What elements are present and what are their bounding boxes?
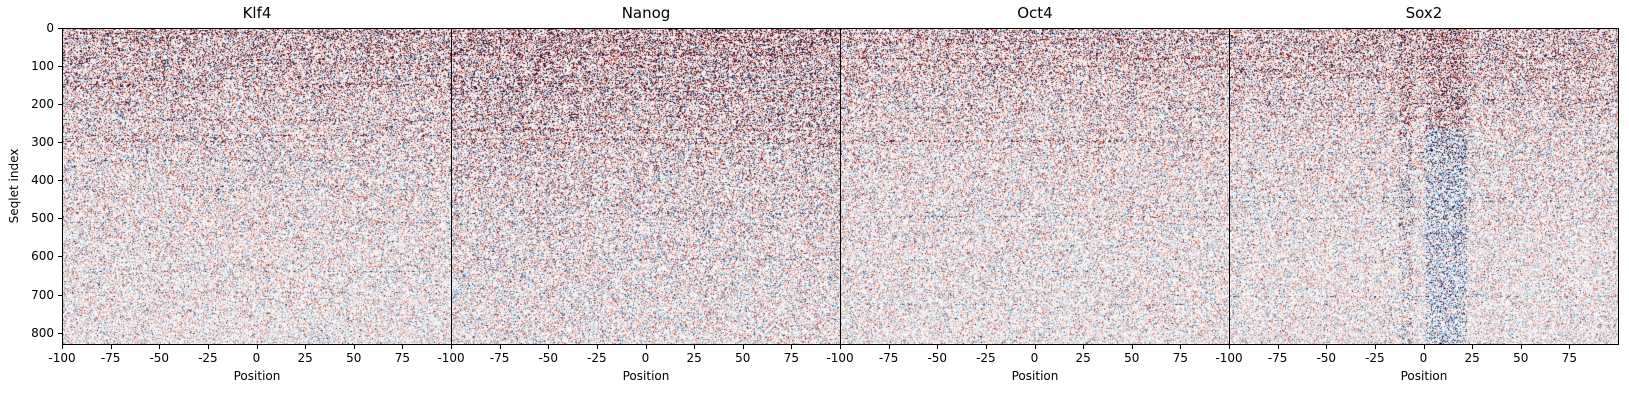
- x-tick-mark: [937, 345, 939, 349]
- panel-nanog: [451, 28, 841, 345]
- x-tick-label: -50: [1316, 351, 1337, 365]
- panel-oct4: [840, 28, 1230, 345]
- y-tick-label: 200: [31, 97, 54, 112]
- heatmap-canvas-nanog: [452, 29, 840, 344]
- x-axis-label: Position: [1400, 369, 1448, 383]
- y-tick-label: 300: [31, 135, 54, 150]
- x-tick-label: 50: [735, 351, 751, 365]
- y-tick-label: 100: [31, 59, 54, 74]
- x-tick-mark: [305, 345, 307, 349]
- panel-title: Oct4: [1017, 4, 1053, 22]
- y-tick-label: 600: [31, 249, 54, 264]
- x-tick-mark: [1472, 345, 1474, 349]
- x-tick-mark: [110, 345, 112, 349]
- x-tick-mark: [985, 345, 987, 349]
- x-tick-mark: [840, 345, 841, 349]
- x-tick-label: -25: [1365, 351, 1385, 365]
- y-tick-mark: [58, 332, 62, 334]
- x-tick-label: 25: [686, 351, 702, 365]
- x-tick-mark: [1423, 345, 1425, 349]
- heatmap-canvas-klf4: [63, 29, 451, 344]
- x-tick-mark: [207, 345, 209, 349]
- x-tick-mark: [402, 345, 404, 349]
- x-tick-mark: [1374, 345, 1376, 349]
- y-tick-mark: [58, 294, 62, 296]
- x-tick-mark: [1083, 345, 1085, 349]
- panel-title: Sox2: [1405, 4, 1443, 22]
- x-tick-mark: [353, 345, 355, 349]
- x-tick-mark: [742, 345, 744, 349]
- x-tick-mark: [1520, 345, 1522, 349]
- x-tick-label: 0: [1030, 351, 1039, 365]
- y-tick-label: 500: [31, 211, 54, 226]
- y-tick-mark: [58, 256, 62, 258]
- x-tick-mark: [1326, 345, 1328, 349]
- x-tick-label: -25: [587, 351, 607, 365]
- x-tick-label: -75: [100, 351, 121, 365]
- x-tick-label: -75: [878, 351, 899, 365]
- x-tick-label: -50: [927, 351, 948, 365]
- x-tick-label: 50: [1124, 351, 1140, 365]
- x-tick-mark: [451, 345, 452, 349]
- x-tick-label: -100: [1215, 351, 1243, 365]
- x-tick-label: 25: [297, 351, 313, 365]
- x-axis-label: Position: [622, 369, 670, 383]
- y-tick-mark: [58, 66, 62, 68]
- x-tick-mark: [1034, 345, 1036, 349]
- x-tick-label: -100: [826, 351, 854, 365]
- x-tick-label: 25: [1075, 351, 1091, 365]
- x-tick-mark: [256, 345, 258, 349]
- x-tick-label: 25: [1464, 351, 1480, 365]
- heatmap-canvas-sox2: [1230, 29, 1618, 344]
- x-tick-label: -75: [489, 351, 510, 365]
- x-tick-mark: [1229, 345, 1230, 349]
- x-tick-label: -25: [198, 351, 218, 365]
- x-tick-label: 0: [1419, 351, 1428, 365]
- x-axis-label: Position: [1011, 369, 1059, 383]
- y-tick-label: 700: [31, 287, 54, 302]
- x-tick-label: -25: [976, 351, 996, 365]
- x-tick-mark: [499, 345, 501, 349]
- x-tick-label: 50: [346, 351, 362, 365]
- y-tick-mark: [58, 104, 62, 106]
- x-tick-label: -50: [538, 351, 559, 365]
- y-tick-mark: [58, 142, 62, 144]
- y-tick-mark: [58, 218, 62, 220]
- x-tick-mark: [645, 345, 647, 349]
- x-tick-mark: [888, 345, 890, 349]
- x-tick-mark: [62, 345, 63, 349]
- x-tick-label: 0: [252, 351, 261, 365]
- x-tick-mark: [694, 345, 696, 349]
- x-tick-mark: [1180, 345, 1182, 349]
- x-tick-label: 75: [1172, 351, 1189, 365]
- y-tick-label: 400: [31, 173, 54, 188]
- x-tick-label: 75: [1561, 351, 1578, 365]
- panel-title: Nanog: [621, 4, 671, 22]
- x-tick-label: 75: [783, 351, 800, 365]
- heatmap-canvas-oct4: [841, 29, 1229, 344]
- y-tick-mark: [58, 28, 62, 29]
- x-tick-label: -50: [149, 351, 170, 365]
- x-tick-label: 50: [1513, 351, 1529, 365]
- panel-title: Klf4: [242, 4, 272, 22]
- x-tick-mark: [1131, 345, 1133, 349]
- x-tick-label: -100: [48, 351, 76, 365]
- x-tick-mark: [1277, 345, 1279, 349]
- panel-sox2: [1229, 28, 1619, 345]
- y-tick-mark: [58, 180, 62, 182]
- x-tick-mark: [596, 345, 598, 349]
- x-tick-label: -75: [1267, 351, 1288, 365]
- x-tick-mark: [791, 345, 793, 349]
- x-tick-mark: [548, 345, 550, 349]
- x-axis-label: Position: [233, 369, 281, 383]
- x-tick-label: 0: [641, 351, 650, 365]
- x-tick-mark: [1569, 345, 1571, 349]
- x-tick-label: 75: [394, 351, 411, 365]
- y-tick-label: 0: [46, 21, 54, 35]
- y-tick-label: 800: [31, 325, 54, 340]
- x-tick-mark: [159, 345, 161, 349]
- x-tick-label: -100: [437, 351, 465, 365]
- panel-klf4: [62, 28, 452, 345]
